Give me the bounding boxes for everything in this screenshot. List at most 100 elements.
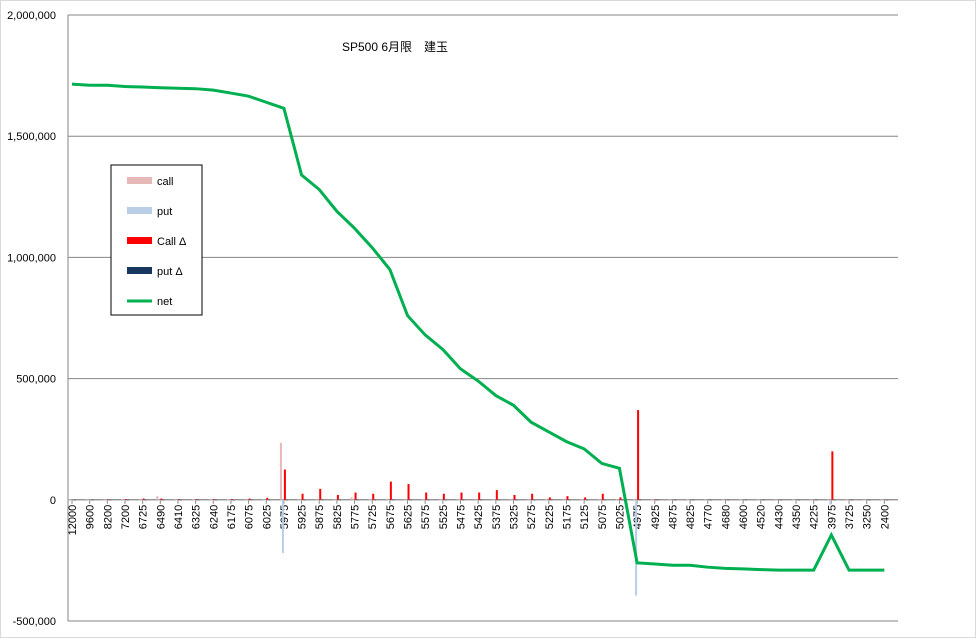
bar [757, 499, 759, 500]
x-tick-label: 6410 [173, 505, 185, 529]
bar [209, 499, 211, 500]
y-tick-label: -500,000 [13, 616, 56, 628]
bar [810, 499, 812, 500]
bar [580, 499, 582, 500]
legend-swatch [127, 267, 152, 274]
x-tick-label: 5175 [561, 505, 573, 529]
bar [774, 499, 776, 500]
bar [300, 500, 302, 501]
x-tick-label: 3250 [862, 505, 874, 529]
bar [284, 470, 286, 500]
bar [178, 499, 180, 500]
bar [721, 499, 723, 500]
x-tick-label: 4520 [756, 505, 768, 529]
x-tick-label: 4350 [791, 505, 803, 529]
y-tick-label: 0 [50, 495, 56, 507]
x-tick-label: 5875 [314, 505, 326, 529]
bar [600, 500, 602, 501]
bar [282, 500, 284, 553]
bar [103, 499, 105, 500]
bar [319, 489, 321, 500]
x-tick-label: 5275 [526, 505, 538, 529]
bar [333, 499, 335, 500]
x-tick-label: 8200 [102, 505, 114, 529]
x-tick-label: 9600 [85, 505, 97, 529]
bar [880, 499, 882, 500]
bar [302, 494, 304, 500]
x-tick-label: 5125 [579, 505, 591, 529]
x-tick-label: 5525 [438, 505, 450, 529]
x-tick-label: 3975 [826, 505, 838, 529]
bar [425, 493, 427, 500]
bar [337, 495, 339, 500]
x-tick-label: 5975 [279, 505, 291, 529]
legend-label: put Δ [157, 266, 183, 278]
bar [439, 499, 441, 500]
x-tick-label: 5225 [544, 505, 556, 529]
bar [174, 499, 176, 500]
bar [564, 500, 566, 501]
x-tick-label: 5425 [473, 505, 485, 529]
bar [370, 500, 372, 501]
bar [158, 500, 160, 501]
x-tick-label: 5375 [491, 505, 503, 529]
bar [496, 490, 498, 500]
y-tick-label: 1,500,000 [7, 131, 56, 143]
legend-swatch [127, 177, 152, 184]
bar [494, 500, 496, 501]
bar [262, 499, 264, 500]
bar [298, 499, 300, 500]
bar [792, 499, 794, 500]
bar [404, 499, 406, 500]
bar [317, 500, 319, 501]
bar [863, 499, 865, 500]
bar [461, 493, 463, 500]
x-tick-label: 6075 [244, 505, 256, 529]
bar [213, 499, 215, 500]
bar [156, 496, 158, 500]
bar [492, 499, 494, 500]
x-tick-label: 4430 [773, 505, 785, 529]
x-tick-label: 6325 [191, 505, 203, 529]
bar [549, 497, 551, 499]
bar [474, 499, 476, 500]
bar [406, 500, 408, 501]
bar [125, 499, 127, 500]
bar [882, 500, 884, 501]
legend-label: call [157, 176, 174, 188]
x-tick-label: 5775 [350, 505, 362, 529]
x-tick-label: 2400 [879, 505, 891, 529]
bar [143, 499, 145, 500]
legend-swatch [127, 237, 152, 244]
bar [584, 497, 586, 499]
bar [566, 496, 568, 500]
x-tick-label: 4680 [720, 505, 732, 529]
bar [335, 500, 337, 501]
bar [351, 497, 353, 499]
x-tick-label: 5475 [456, 505, 468, 529]
bar [562, 499, 564, 500]
bar [602, 494, 604, 500]
bar [68, 499, 70, 500]
bar [196, 499, 198, 500]
bar [688, 500, 690, 501]
bar [372, 494, 374, 500]
bar [759, 500, 761, 501]
bar [741, 500, 743, 501]
bar [421, 499, 423, 500]
bar [459, 500, 461, 501]
x-tick-label: 4600 [738, 505, 750, 529]
bar [812, 500, 814, 501]
bar [139, 499, 141, 500]
bar [105, 500, 107, 501]
bar [513, 495, 515, 500]
x-tick-label: 6725 [138, 505, 150, 529]
x-tick-label: 6175 [226, 505, 238, 529]
bar [776, 500, 778, 501]
y-tick-label: 500,000 [16, 374, 56, 386]
bar [651, 499, 653, 500]
bar [315, 499, 317, 500]
x-tick-label: 4975 [632, 505, 644, 529]
bar [141, 500, 143, 501]
